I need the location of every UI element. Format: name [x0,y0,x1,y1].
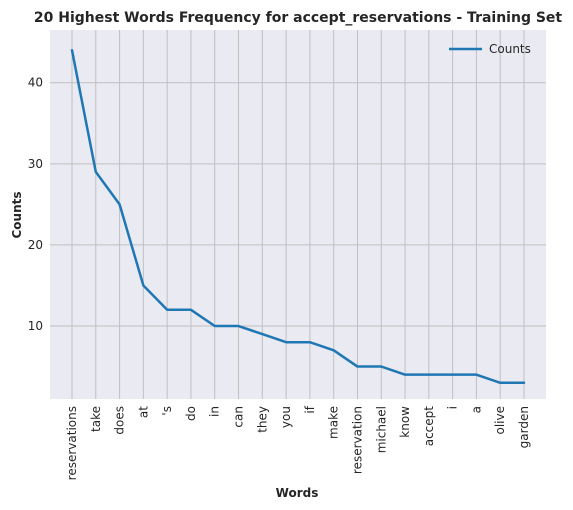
x-tick-label: michael [374,406,388,453]
x-tick-label: you [279,406,293,428]
x-tick-labels: reservations take does at 's do in can they you if… [65,405,531,480]
x-tick-label: make [327,406,341,439]
x-tick-label: garden [517,406,531,448]
y-tick-label: 10 [28,319,43,333]
x-tick-label: they [255,406,269,433]
x-tick-label: know [398,406,412,438]
plot-area [50,30,546,399]
y-tick-label: 30 [28,157,43,171]
x-tick-label: can [232,406,246,428]
x-tick-label: in [208,406,222,417]
series-line [70,49,526,385]
x-tick-label: take [89,406,103,432]
x-tick-label: olive [493,406,507,435]
series-layer [70,49,526,385]
x-tick-label: do [184,406,198,421]
legend: Counts [449,42,531,56]
x-axis-title: Words [276,486,319,500]
grid-lines [50,30,546,399]
y-tick-labels: 10 20 30 40 [28,76,43,333]
y-tick-label: 20 [28,238,43,252]
chart-title: 20 Highest Words Frequency for accept_re… [34,10,563,26]
x-tick-label: does [113,406,127,435]
x-tick-label: i [446,406,460,409]
y-axis-title: Counts [10,191,24,238]
x-tick-label: if [303,405,317,413]
y-tick-label: 40 [28,76,43,90]
x-tick-label: a [469,406,483,413]
legend-label: Counts [489,42,531,56]
x-tick-label: accept [422,406,436,447]
x-tick-label: reservation [350,406,364,474]
x-tick-label: 's [160,406,174,416]
x-tick-label: reservations [65,406,79,480]
x-tick-label: at [136,406,150,418]
